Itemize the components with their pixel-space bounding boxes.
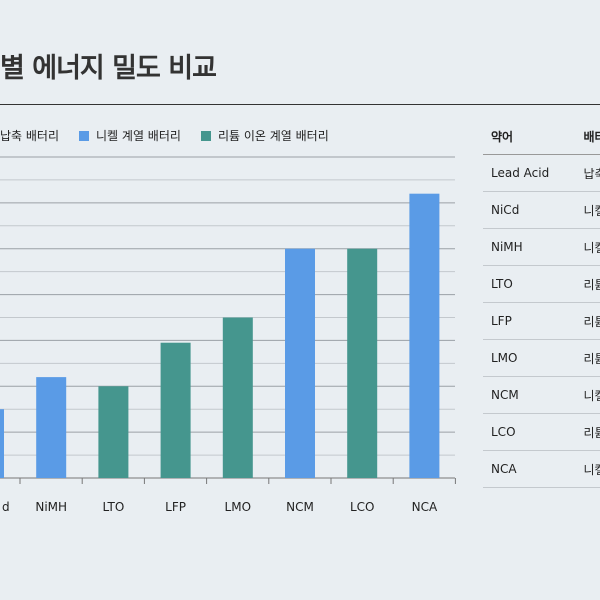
x-tick-label: d <box>2 500 10 514</box>
legend-label: 납축 배터리 <box>0 129 60 143</box>
table-row: NCA니켈 <box>483 450 600 488</box>
table-row: NCM니켈 <box>483 376 600 414</box>
table-row: NiMH니켈 <box>483 228 600 266</box>
table-cell: LCO <box>483 413 576 451</box>
bar-chart: d NiMH LTO LFP LMO NCM LCO NCA <box>0 156 456 514</box>
page-title: 별 에너지 밀도 비교 <box>0 53 217 84</box>
table-cell: LFP <box>483 302 576 340</box>
x-tick-label: NCM <box>286 500 314 514</box>
legend-item-nickel: 니켈 계열 배터리 <box>79 127 181 144</box>
x-tick-label: LMO <box>225 500 251 514</box>
chart-legend: 납축 배터리 니켈 계열 배터리 리튬 이온 계열 배터리 <box>0 127 329 144</box>
legend-item-lead: 납축 배터리 <box>0 127 59 144</box>
table-cell: 니켈 <box>575 450 600 488</box>
table-header-row: 약어 배터 <box>483 118 600 155</box>
legend-label: 리튬 이온 계열 배터리 <box>217 129 329 143</box>
table-row: LFP리튬 <box>483 302 600 340</box>
x-tick-label: NiMH <box>35 500 67 514</box>
bar-ncm <box>285 248 315 478</box>
table-cell: 니켈 <box>575 376 600 414</box>
table-header: 약어 <box>483 118 576 155</box>
table-cell: 납축 <box>575 154 600 192</box>
x-tick-label: LCO <box>350 500 375 514</box>
table-cell: NCA <box>483 450 576 488</box>
table-cell: NiCd <box>483 191 576 229</box>
bar-lmo <box>222 317 253 478</box>
bar-lfp <box>160 342 191 478</box>
bar-nca <box>409 193 440 478</box>
table-row: LMO리튬 <box>483 339 600 377</box>
table-cell: LMO <box>483 339 576 377</box>
table-cell: Lead Acid <box>483 154 576 192</box>
table-cell: NiMH <box>483 228 576 266</box>
legend-swatch <box>200 130 211 141</box>
x-tick-label: NCA <box>412 500 438 514</box>
table-cell: NCM <box>483 376 576 414</box>
table-row: Lead Acid납축 <box>483 154 600 192</box>
table-cell: 리튬 <box>575 265 600 303</box>
table-cell: 니켈 <box>575 228 600 266</box>
table-row: LCO리튬 <box>483 413 600 451</box>
table-row: NiCd니켈 <box>483 191 600 229</box>
bar-nicd <box>0 409 4 478</box>
legend-label: 니켈 계열 배터리 <box>96 129 181 143</box>
bar-lto <box>98 386 129 478</box>
title-divider <box>0 104 600 105</box>
table-header: 배터 <box>575 118 600 155</box>
legend-item-lithium: 리튬 이온 계열 배터리 <box>200 127 329 144</box>
abbreviation-table: 약어 배터 Lead Acid납축NiCd니켈NiMH니켈LTO리튬LFP리튬L… <box>483 118 600 488</box>
table-cell: 니켈 <box>575 191 600 229</box>
table-cell: 리튬 <box>575 413 600 451</box>
bar-nimh <box>36 377 67 478</box>
table-cell: LTO <box>483 265 576 303</box>
x-tick-label: LTO <box>102 500 124 514</box>
table-row: LTO리튬 <box>483 265 600 303</box>
bar-lco <box>347 248 378 478</box>
x-tick-label: LFP <box>165 500 186 514</box>
table-cell: 리튬 <box>575 302 600 340</box>
table-cell: 리튬 <box>575 339 600 377</box>
legend-swatch <box>79 130 90 141</box>
